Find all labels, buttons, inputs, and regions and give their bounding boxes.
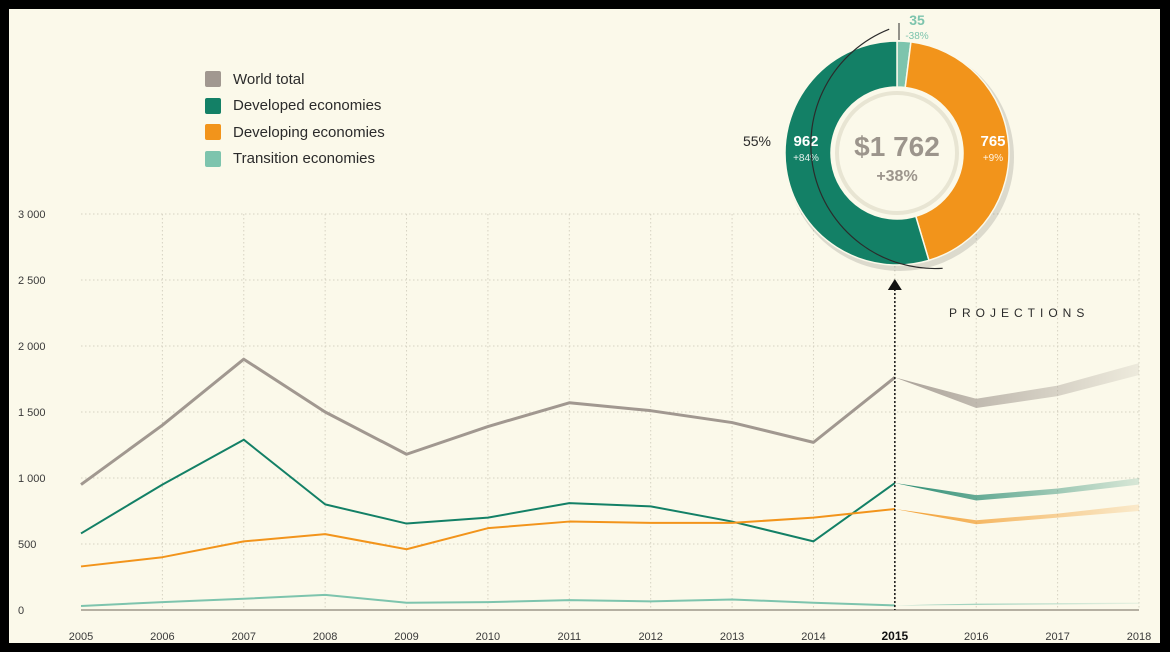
y-tick-label: 500 — [18, 539, 36, 551]
donut-value-label: 35 — [909, 12, 925, 28]
x-tick-label: 2012 — [638, 631, 662, 643]
legend-item-developing: Developing economies — [205, 119, 385, 146]
donut-value-label: 765 — [980, 133, 1005, 150]
projection-band — [895, 603, 1139, 606]
legend-label: Developed economies — [233, 97, 381, 114]
y-tick-label: 1 500 — [18, 407, 46, 419]
donut-change-label: -38% — [905, 31, 928, 42]
highlight-marker-arrow — [888, 279, 902, 290]
donut-change-label: +9% — [983, 153, 1003, 164]
legend-label: World total — [233, 71, 304, 88]
x-tick-label: 2009 — [394, 631, 418, 643]
legend-item-transition: Transition economies — [205, 146, 385, 173]
line-chart: 0 500 1 000 1 500 2 000 2 500 3 000 2005 2006 200… — [9, 9, 1160, 643]
legend: World total Developed economies Developi… — [205, 66, 385, 172]
x-tick-label: 2018 — [1127, 631, 1151, 643]
legend-swatch — [205, 71, 221, 87]
x-tick-label: 2015 — [881, 629, 908, 643]
legend-swatch — [205, 124, 221, 140]
projection-band — [895, 478, 1139, 500]
y-tick-label: 3 000 — [18, 209, 46, 221]
x-tick-label: 2016 — [964, 631, 988, 643]
legend-item-world-total: World total — [205, 66, 385, 93]
chart-frame: 0 500 1 000 1 500 2 000 2 500 3 000 2005 2006 200… — [9, 9, 1160, 643]
x-tick-label: 2010 — [476, 631, 500, 643]
donut-change-label: +84% — [793, 153, 819, 164]
legend-label: Developing economies — [233, 124, 385, 141]
x-tick-label: 2006 — [150, 631, 174, 643]
donut-share-label: 55% — [743, 133, 771, 149]
x-tick-label: 2005 — [69, 631, 93, 643]
projection-band — [895, 363, 1139, 408]
y-tick-label: 0 — [18, 605, 24, 617]
projection-band — [895, 504, 1139, 524]
x-tick-label: 2011 — [557, 631, 581, 643]
x-tick-label: 2014 — [801, 631, 825, 643]
legend-label: Transition economies — [233, 150, 375, 167]
legend-swatch — [205, 98, 221, 114]
donut-value-label: 962 — [793, 133, 818, 150]
y-tick-label: 2 000 — [18, 341, 46, 353]
y-tick-label: 1 000 — [18, 473, 46, 485]
donut-total-label: $1 762 — [854, 131, 940, 162]
x-tick-label: 2007 — [232, 631, 256, 643]
projections-label: PROJECTIONS — [949, 306, 1089, 320]
x-tick-label: 2013 — [720, 631, 744, 643]
x-tick-label: 2017 — [1045, 631, 1069, 643]
series-line — [81, 595, 895, 606]
x-tick-label: 2008 — [313, 631, 337, 643]
grid — [81, 214, 1139, 610]
legend-item-developed: Developed economies — [205, 93, 385, 120]
donut-total-change: +38% — [876, 168, 917, 185]
legend-swatch — [205, 151, 221, 167]
y-tick-label: 2 500 — [18, 275, 46, 287]
